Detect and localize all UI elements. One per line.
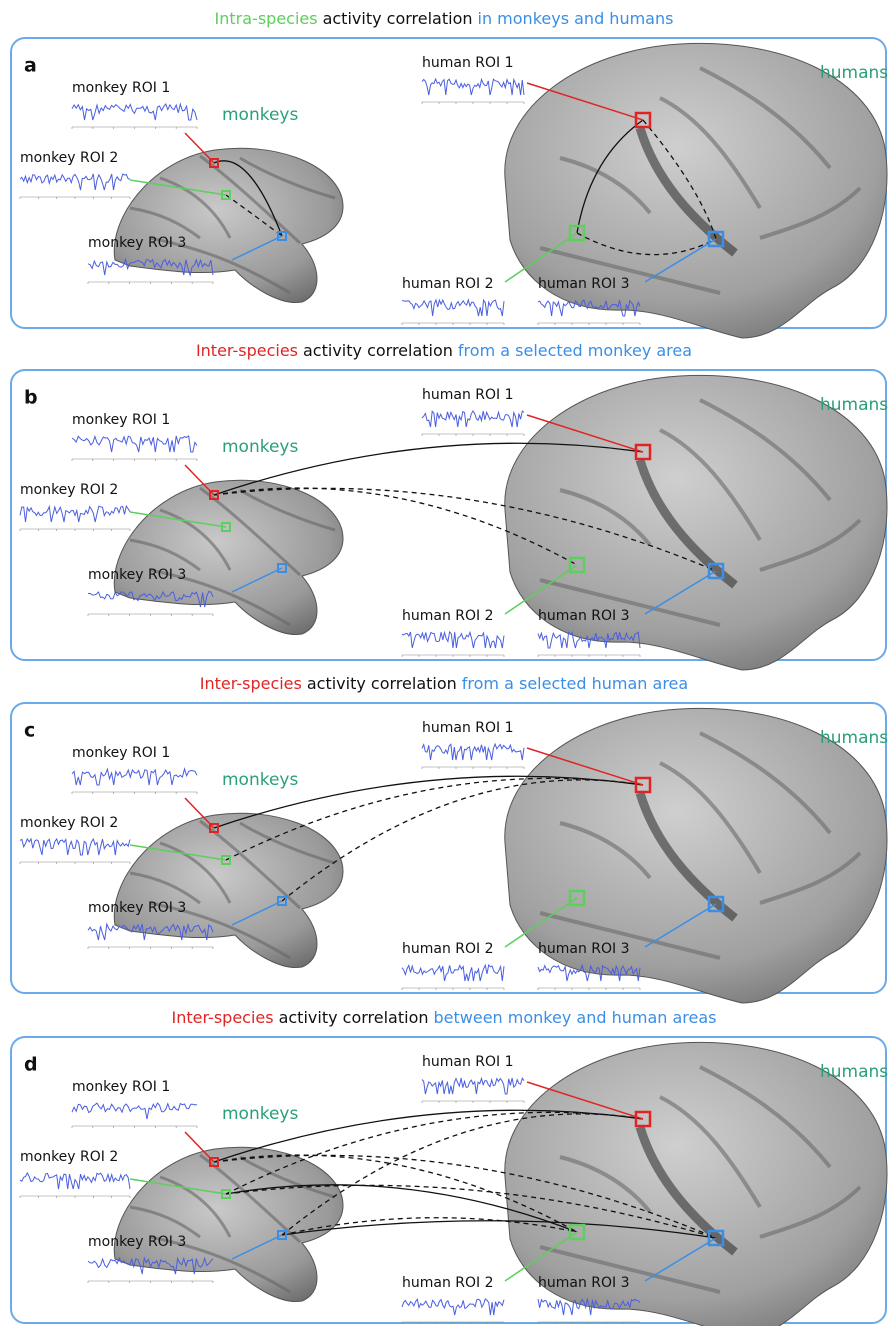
monkey-roi-label: monkey ROI 2	[20, 482, 118, 498]
time-series	[422, 79, 524, 95]
human-brain	[505, 43, 887, 338]
time-series	[402, 965, 504, 981]
monkeys-label: monkeys	[222, 437, 298, 457]
human-brain	[505, 375, 887, 670]
title-species: Inter-species	[200, 674, 302, 693]
monkey-roi-label: monkey ROI 3	[88, 900, 186, 916]
monkey-roi-label: monkey ROI 2	[20, 815, 118, 831]
figure: Intra-species activity correlation in monk…	[0, 0, 888, 1326]
panel-title: Inter-species activity correlation between…	[172, 1008, 717, 1027]
time-series	[422, 1078, 524, 1094]
human-brain	[505, 708, 887, 1003]
human-roi-label: human ROI 3	[538, 941, 630, 957]
monkey-brain	[114, 480, 343, 634]
title-middle: activity correlation	[303, 341, 453, 360]
human-roi-label: human ROI 1	[422, 387, 514, 403]
panel-letter: d	[24, 1054, 38, 1076]
human-roi-label: human ROI 2	[402, 608, 494, 624]
time-series	[402, 632, 504, 648]
human-roi-label: human ROI 2	[402, 1275, 494, 1291]
humans-label: humans	[820, 1062, 888, 1082]
time-series	[72, 1103, 197, 1119]
title-rest: from a selected human area	[462, 674, 688, 693]
human-roi-label: human ROI 1	[422, 720, 514, 736]
time-series	[422, 411, 524, 427]
time-series	[20, 506, 130, 522]
time-series	[402, 300, 504, 316]
time-series	[72, 769, 197, 785]
monkey-roi-label: monkey ROI 1	[72, 412, 170, 428]
monkey-roi-label: monkey ROI 3	[88, 235, 186, 251]
panel: monkey ROI 1 human ROI 1 monkey ROI 2 human…	[11, 370, 888, 670]
monkeys-label: monkeys	[222, 770, 298, 790]
time-series	[422, 744, 524, 760]
title-species: Inter-species	[172, 1008, 274, 1027]
time-series	[20, 1173, 130, 1189]
humans-label: humans	[820, 395, 888, 415]
title-species: Inter-species	[196, 341, 298, 360]
humans-label: humans	[820, 63, 888, 83]
panel: monkey ROI 1 human ROI 1 monkey ROI 2 human…	[11, 703, 888, 1003]
title-middle: activity correlation	[279, 1008, 429, 1027]
panel-title: Inter-species activity correlation from a …	[196, 341, 692, 360]
panel-title: Intra-species activity correlation in monk…	[215, 9, 674, 28]
title-rest: in monkeys and humans	[478, 9, 674, 28]
monkey-brain	[114, 148, 343, 302]
title-rest: from a selected monkey area	[458, 341, 692, 360]
title-middle: activity correlation	[307, 674, 457, 693]
monkey-brain	[114, 1147, 343, 1301]
panel: monkey ROI 1 human ROI 1 monkey ROI 2 human…	[11, 1037, 888, 1326]
panel-letter: c	[24, 720, 35, 742]
monkeys-label: monkeys	[222, 1104, 298, 1124]
time-series	[402, 1299, 504, 1315]
human-roi-label: human ROI 2	[402, 941, 494, 957]
monkey-roi-label: monkey ROI 1	[72, 80, 170, 96]
human-roi-label: human ROI 3	[538, 608, 630, 624]
title-middle: activity correlation	[323, 9, 473, 28]
monkeys-label: monkeys	[222, 105, 298, 125]
human-roi-label: human ROI 1	[422, 1054, 514, 1070]
panel-letter: b	[24, 387, 38, 409]
time-series	[72, 104, 197, 120]
panel-letter: a	[24, 55, 37, 77]
monkey-roi-label: monkey ROI 2	[20, 1149, 118, 1165]
time-series	[72, 436, 197, 452]
monkey-roi-label: monkey ROI 3	[88, 567, 186, 583]
panel: monkey ROI 1 human ROI 1 monkey ROI 2 human…	[11, 38, 888, 338]
human-roi-label: human ROI 1	[422, 55, 514, 71]
human-roi-label: human ROI 3	[538, 1275, 630, 1291]
humans-label: humans	[820, 728, 888, 748]
title-species: Intra-species	[215, 9, 318, 28]
title-rest: between monkey and human areas	[434, 1008, 717, 1027]
monkey-roi-label: monkey ROI 3	[88, 1234, 186, 1250]
monkey-brain	[114, 813, 343, 967]
monkey-roi-label: monkey ROI 1	[72, 745, 170, 761]
time-series	[20, 174, 130, 190]
human-roi-label: human ROI 2	[402, 276, 494, 292]
monkey-roi-label: monkey ROI 1	[72, 1079, 170, 1095]
panel-title: Inter-species activity correlation from a …	[200, 674, 688, 693]
human-roi-label: human ROI 3	[538, 276, 630, 292]
time-series	[20, 839, 130, 855]
monkey-roi-label: monkey ROI 2	[20, 150, 118, 166]
